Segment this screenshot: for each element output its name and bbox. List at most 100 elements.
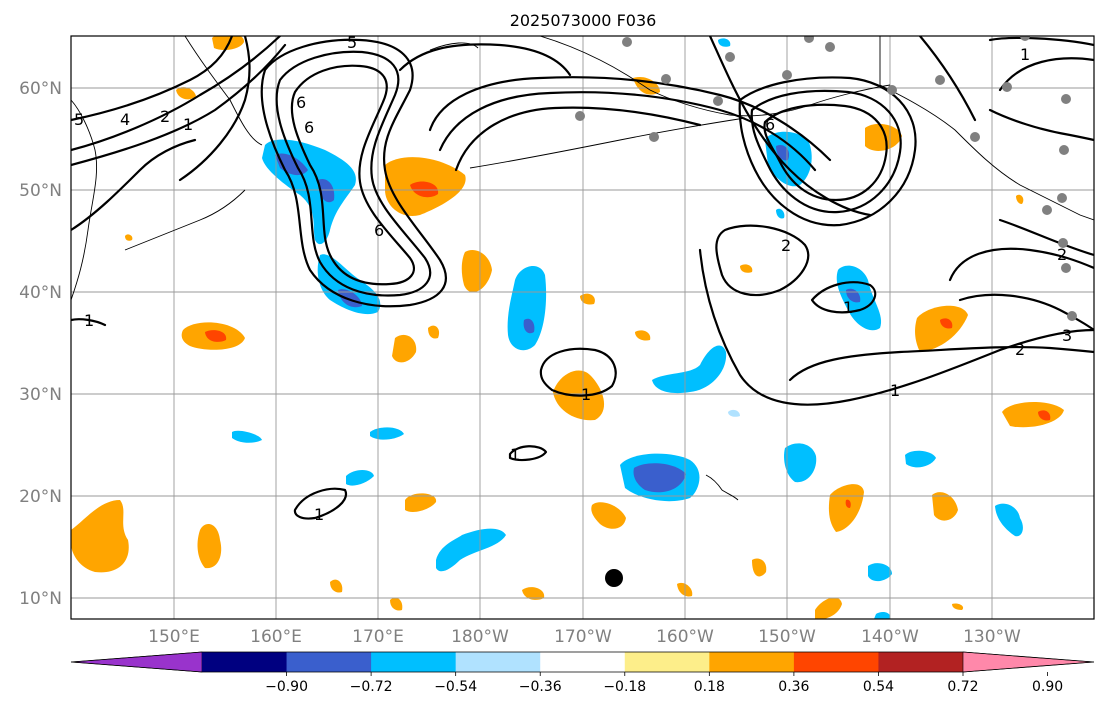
positive-anomaly-area (390, 597, 403, 611)
station-marker (1020, 36, 1030, 41)
contour-label: 1 (581, 385, 591, 404)
positive-anomaly-area (752, 558, 767, 577)
station-marker (804, 36, 814, 43)
contour-line (948, 247, 1094, 282)
positive-anomaly-area (330, 579, 343, 593)
asia-coastline (71, 99, 98, 301)
positive-anomaly-area (1002, 401, 1064, 428)
north-america-coastline (879, 36, 1094, 221)
contour-label: 2 (160, 107, 170, 126)
contour-line (698, 248, 1094, 406)
contour-line (539, 347, 617, 397)
strong-negative-anomaly-area (776, 144, 790, 161)
positive-anomaly-area (405, 493, 437, 513)
contour-label: 1 (843, 298, 853, 317)
lon-label: 150°W (758, 627, 816, 647)
contour-line (750, 89, 902, 214)
lat-label: 40°N (19, 283, 62, 303)
station-marker (575, 111, 585, 121)
positive-anomaly-area (740, 264, 753, 273)
lat-label: 50°N (19, 181, 62, 201)
colorbar-tick-label: 0.90 (1032, 679, 1063, 695)
contour-lines (71, 36, 1094, 520)
contour-line (508, 445, 548, 462)
lat-label: 20°N (19, 487, 62, 507)
positive-anomaly-area (125, 234, 133, 241)
map-layers: 5 4 2 1 6 6 6 5 6 2 1 1 1 2 3 1 1 1 1 2 (71, 36, 1094, 619)
colorbar-tick-label: −0.18 (603, 679, 646, 695)
lon-label: 170°W (554, 627, 612, 647)
negative-anomaly-area (995, 503, 1023, 537)
colorbar-extend-high (962, 651, 1095, 673)
lon-label: 160°E (250, 627, 302, 647)
contour-line (71, 138, 197, 232)
contour-label: 2 (781, 236, 791, 255)
contour-label: 1 (510, 445, 520, 464)
colorbar-labels: −0.90 −0.72 −0.54 −0.36 −0.18 0.18 0.36 … (265, 679, 1063, 695)
station-marker (1059, 145, 1069, 155)
lon-label: 180°W (451, 627, 509, 647)
positive-anomaly-area (428, 325, 440, 339)
station-marker (725, 52, 735, 62)
colorbar-tick-label: 0.18 (694, 679, 725, 695)
contour-line (260, 38, 447, 308)
contour-label: 6 (304, 118, 314, 137)
map-border (70, 35, 1095, 620)
contour-labels: 5 4 2 1 6 6 6 5 6 2 1 1 1 2 3 1 1 1 1 2 (74, 36, 1072, 524)
contour-line (290, 64, 415, 286)
positive-anomaly-area (461, 250, 492, 293)
negative-anomaly-area (346, 470, 374, 486)
station-marker (970, 132, 980, 142)
positive-anomaly-area (591, 502, 626, 529)
station-marker (1057, 193, 1067, 203)
lon-label: 170°E (352, 627, 404, 647)
contour-label: 3 (1062, 326, 1072, 345)
negative-anomaly-area (784, 443, 817, 483)
contour-line (738, 76, 917, 227)
negative-anomaly-area (718, 38, 731, 47)
colorbar-extend-low (70, 651, 203, 673)
negative-anomaly-area (868, 563, 892, 582)
station-marker (649, 132, 659, 142)
negative-anomaly-area (436, 528, 506, 572)
aleutian-islands-coastline (469, 117, 746, 169)
contour-line (918, 36, 977, 122)
contour-label: 6 (765, 115, 775, 134)
colorbar-tick-label: 0.36 (778, 679, 809, 695)
station-markers (575, 36, 1077, 321)
positive-anomaly-area (197, 524, 222, 569)
colorbar-segment (624, 652, 710, 672)
station-marker (1061, 94, 1071, 104)
positive-anomaly-area (176, 87, 196, 100)
negative-anomaly-area (874, 611, 891, 619)
colorbar-tick-label: −0.72 (350, 679, 393, 695)
lon-label: 150°E (148, 627, 200, 647)
negative-anomaly-area (652, 345, 727, 394)
positive-anomaly-area (71, 500, 129, 573)
chukotka-coastline (429, 42, 479, 51)
station-marker (1002, 82, 1012, 92)
map-title: 2025073000 F036 (510, 11, 657, 30)
lat-label: 10°N (19, 589, 62, 609)
lon-label: 140°W (861, 627, 919, 647)
contour-label: 4 (120, 110, 130, 129)
strong-negative-anomaly-area (523, 318, 535, 334)
negative-anomaly-area (776, 208, 785, 219)
contour-line (275, 50, 432, 297)
contour-label: 6 (374, 221, 384, 240)
contour-label: 2 (1015, 340, 1025, 359)
alaska-coastline (539, 36, 891, 117)
station-marker (661, 74, 671, 84)
strong-positive-anomaly-area (410, 181, 439, 198)
positive-anomaly-area (635, 330, 651, 341)
contour-line (810, 281, 877, 314)
contour-line (71, 318, 107, 327)
strong-positive-anomaly-area (1038, 410, 1051, 421)
hawaii-islands-coastline (705, 474, 739, 501)
colorbar-tick-label: −0.54 (434, 679, 477, 695)
contour-line (178, 36, 251, 182)
contour-label: 2 (1057, 245, 1067, 264)
lon-label: 130°W (963, 627, 1021, 647)
colorbar-segment (878, 652, 964, 672)
